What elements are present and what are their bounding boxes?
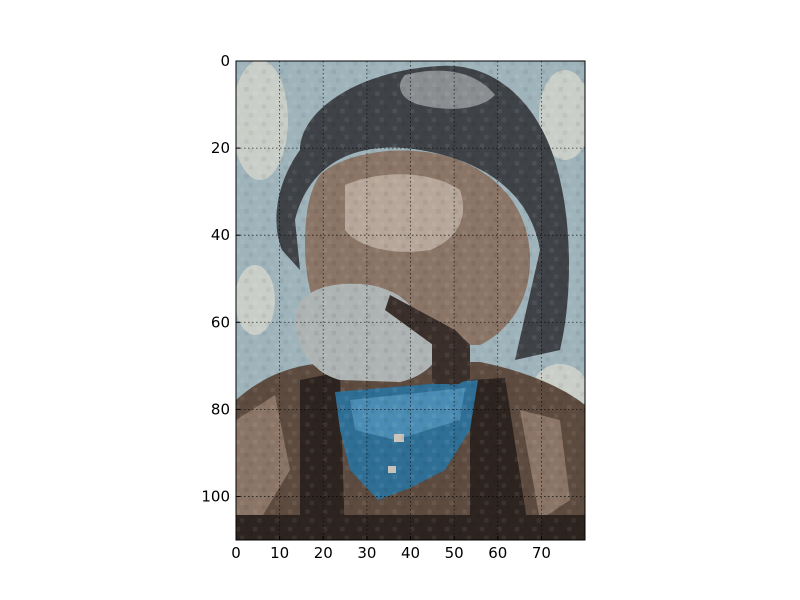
y-tick-label: 0 [220,52,230,70]
y-tick-label: 80 [211,400,230,418]
y-tick-label: 40 [211,226,230,244]
x-tick-label: 10 [270,544,289,562]
ticks: 0 10 20 30 40 50 60 70 0 20 40 60 80 100 [201,52,551,562]
x-tick-label: 0 [231,544,241,562]
pixel-texture [236,61,585,540]
x-tick-label: 20 [314,544,333,562]
y-tick-label: 20 [211,139,230,157]
x-tick-label: 50 [445,544,464,562]
y-tick-label: 100 [201,487,230,505]
x-tick-label: 30 [357,544,376,562]
x-tick-label: 40 [401,544,420,562]
y-tick-label: 60 [211,313,230,331]
x-tick-label: 60 [488,544,507,562]
pixel-image [236,61,585,540]
x-tick-label: 70 [532,544,551,562]
